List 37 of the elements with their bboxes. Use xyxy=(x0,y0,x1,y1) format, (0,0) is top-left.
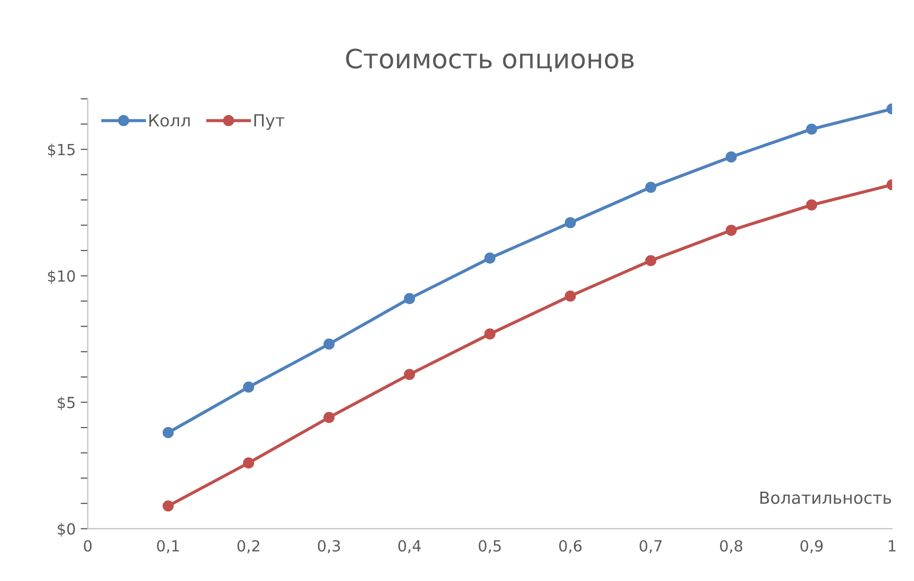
point xyxy=(243,457,254,469)
chart-title: Стоимость опционов xyxy=(346,48,634,72)
point xyxy=(484,328,496,340)
point xyxy=(806,124,818,135)
x-tick-label: 0,4 xyxy=(398,540,421,554)
point xyxy=(564,217,576,228)
legend-label: Пут xyxy=(254,114,284,130)
x-tick-label: 0,6 xyxy=(559,540,582,554)
y-tick-label: $0 xyxy=(58,522,75,537)
point xyxy=(243,382,254,393)
x-tick-label: 0,7 xyxy=(640,540,662,554)
y-tick-label: $10 xyxy=(48,270,75,284)
x-tick-label: 0,8 xyxy=(720,540,742,554)
y-tick-label: $5 xyxy=(58,396,75,410)
point xyxy=(162,427,174,438)
point xyxy=(806,199,818,211)
point xyxy=(726,224,737,236)
point xyxy=(564,290,576,302)
x-tick-label: 0 xyxy=(84,540,92,552)
point xyxy=(323,338,335,350)
x-tick-label: 0,9 xyxy=(800,540,823,554)
x-tick-label: 0,1 xyxy=(157,540,179,554)
x-tick-label: 0,3 xyxy=(318,540,340,554)
y-tick-label: $15 xyxy=(48,144,75,158)
point xyxy=(726,151,737,162)
point xyxy=(404,293,416,304)
point xyxy=(404,368,416,380)
point xyxy=(323,412,335,423)
point xyxy=(645,255,656,266)
legend-label: Колл xyxy=(149,114,190,127)
x-tick-label: 0,5 xyxy=(478,540,501,554)
point xyxy=(645,182,656,193)
x-tick-label: 0,2 xyxy=(237,540,260,554)
x-axis-title: Волатильность xyxy=(760,492,892,504)
point xyxy=(484,252,496,264)
x-tick-label: 1 xyxy=(888,540,896,552)
point xyxy=(162,500,174,512)
